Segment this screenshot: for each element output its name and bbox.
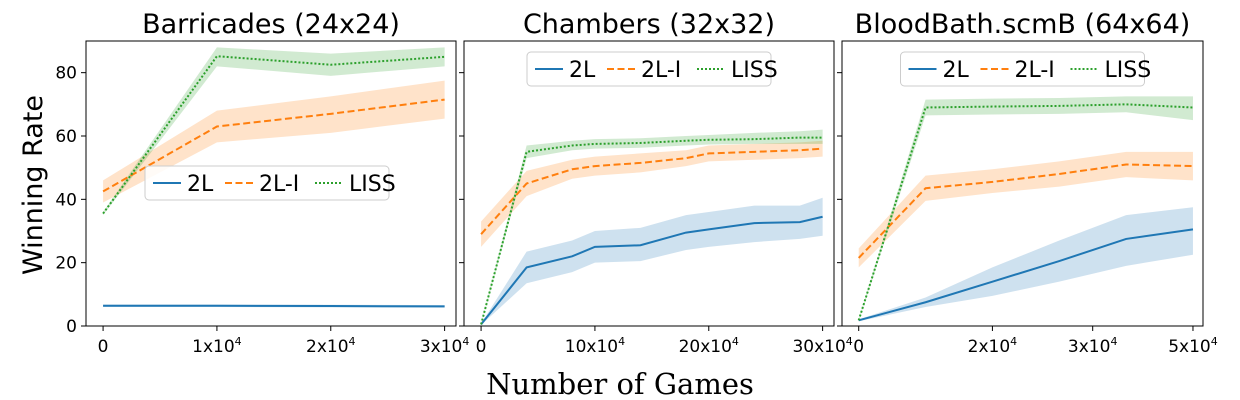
axes-frame [463, 40, 835, 327]
y-tick-label: 20 [55, 254, 77, 274]
legend: 2L 2L-I LISS [144, 165, 396, 201]
legend-box [900, 51, 1145, 87]
legend-box [144, 165, 390, 201]
x-tick-label: 20x104 [679, 335, 739, 357]
plot-area [857, 96, 1194, 322]
x-tick-label: 0 [98, 337, 109, 357]
chart-panel-1: Barricades (24x24) 0 20 40 60 80 0 1x104 2x104 3x… [55, 9, 469, 357]
legend-label-2l-i: 2L-I [641, 58, 681, 83]
series-line-liss [480, 136, 823, 325]
y-tick-label: 60 [55, 127, 77, 147]
confidence-band-2l-i [858, 151, 1193, 268]
series-line-2l-i [102, 98, 445, 193]
legend-label-liss: LISS [1105, 58, 1152, 83]
y-tick-label: 0 [66, 317, 77, 337]
x-tick-label: 1x104 [192, 335, 242, 357]
legend-label-2l-i: 2L-I [1015, 58, 1055, 83]
confidence-band-2l-i [481, 140, 823, 247]
chart-title: Chambers (32x32) [523, 9, 775, 40]
x-tick-label: 5x104 [1168, 335, 1218, 357]
series-line-2l [858, 228, 1194, 322]
chart-panel-3: BloodBath.scmB (64x64) 0 2x104 3x104 5x104 2L… [837, 9, 1218, 357]
plot-area [480, 129, 823, 326]
y-axis-label: Winning Rate [18, 95, 49, 275]
series-line-2l [103, 304, 445, 308]
series-line-2l [480, 215, 823, 326]
x-tick-label: 0 [853, 337, 864, 357]
x-tick-label: 2x104 [306, 335, 356, 357]
series-line-liss [857, 103, 1194, 321]
series-line-2l-i [480, 147, 823, 235]
legend-label-2l: 2L [569, 58, 596, 83]
x-tick-label: 10x104 [565, 335, 625, 357]
x-tick-label: 0 [476, 337, 487, 357]
y-tick-label: 80 [55, 64, 77, 84]
x-tick-label: 30x104 [792, 335, 852, 357]
confidence-band-2l [858, 207, 1193, 322]
chart-title: Barricades (24x24) [142, 9, 400, 40]
axes-frame [85, 40, 457, 327]
legend-label-liss: LISS [731, 58, 778, 83]
legend-label-2l-i: 2L-I [259, 172, 299, 197]
x-tick-label: 2x104 [968, 335, 1018, 357]
confidence-band-liss [103, 47, 445, 216]
chart-title: BloodBath.scmB (64x64) [855, 9, 1191, 40]
plot-area [102, 47, 445, 308]
legend-label-liss: LISS [349, 172, 396, 197]
legend: 2L 2L-I LISS [900, 51, 1152, 87]
legend-label-2l: 2L [187, 172, 214, 197]
x-tick-label: 3x104 [1068, 335, 1118, 357]
x-axis-label: Number of Games [486, 367, 754, 400]
series-line-2l-i [857, 163, 1193, 259]
y-tick-label: 40 [55, 190, 77, 210]
x-tick-label: 3x104 [420, 335, 470, 357]
confidence-band-2l [481, 197, 823, 326]
axes-frame [841, 40, 1204, 327]
series-line-liss [102, 55, 445, 215]
chart-panel-2: Chambers (32x32) 0 10x104 20x104 30x104 2L 2L-… [459, 9, 853, 357]
legend: 2L 2L-I LISS [526, 51, 778, 87]
legend-label-2l: 2L [943, 58, 970, 83]
legend-box [526, 51, 772, 87]
